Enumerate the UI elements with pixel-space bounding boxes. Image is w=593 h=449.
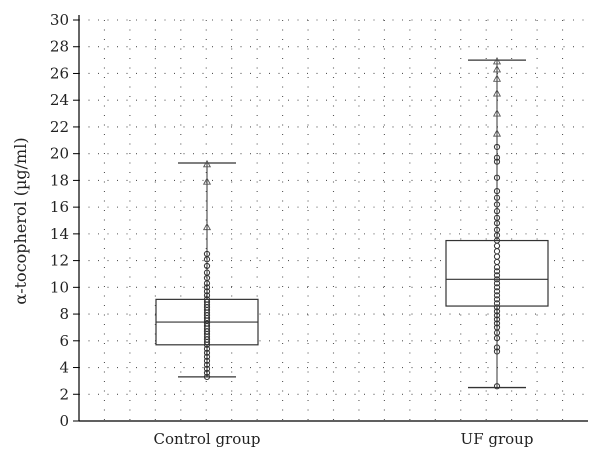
x-category-label: Control group bbox=[153, 430, 260, 448]
data-point bbox=[203, 349, 211, 356]
x-category-label: UF group bbox=[461, 430, 534, 448]
data-point bbox=[493, 268, 501, 275]
data-point bbox=[203, 288, 211, 295]
outlier-point bbox=[202, 222, 212, 231]
data-point bbox=[493, 284, 501, 291]
outlier-point bbox=[492, 65, 502, 73]
data-point bbox=[493, 308, 501, 315]
y-tick-label: 4 bbox=[59, 359, 69, 377]
data-point bbox=[203, 250, 211, 258]
outlier-point bbox=[492, 109, 502, 117]
data-point bbox=[493, 158, 501, 165]
box-iqr bbox=[445, 239, 549, 307]
y-axis-label: α-tocopherol (µg/ml) bbox=[11, 137, 30, 304]
data-point bbox=[203, 296, 211, 303]
data-point bbox=[493, 272, 501, 279]
y-tick-label: 28 bbox=[50, 38, 69, 56]
y-tick-label: 14 bbox=[50, 225, 69, 243]
y-tick-label: 6 bbox=[59, 332, 69, 350]
data-point bbox=[493, 296, 501, 303]
data-point bbox=[493, 226, 501, 233]
y-tick-label: 8 bbox=[59, 305, 69, 323]
data-point bbox=[493, 348, 501, 355]
y-tick-label: 24 bbox=[50, 91, 69, 109]
outlier-point bbox=[492, 89, 502, 97]
data-point bbox=[203, 357, 211, 364]
data-point bbox=[203, 373, 211, 380]
box-layer bbox=[155, 57, 549, 390]
data-point bbox=[493, 292, 501, 299]
data-point bbox=[493, 324, 501, 331]
y-tick-label: 0 bbox=[59, 412, 69, 430]
data-point bbox=[203, 353, 211, 360]
data-point bbox=[203, 365, 211, 372]
y-tick-label: 2 bbox=[59, 385, 69, 403]
y-tick-label: 22 bbox=[50, 118, 69, 136]
data-point bbox=[493, 280, 501, 287]
data-point bbox=[493, 194, 501, 201]
grid-lines bbox=[79, 19, 588, 421]
data-point bbox=[493, 143, 501, 151]
data-point bbox=[203, 369, 211, 376]
data-point bbox=[493, 208, 501, 215]
data-point bbox=[493, 312, 501, 319]
outlier-point bbox=[492, 57, 502, 65]
y-tick-label: 12 bbox=[50, 252, 69, 270]
data-point bbox=[203, 345, 211, 352]
data-point bbox=[203, 361, 211, 368]
data-point bbox=[493, 344, 501, 351]
y-tick-label: 10 bbox=[50, 278, 69, 296]
data-point bbox=[493, 304, 501, 311]
data-point bbox=[493, 276, 501, 283]
data-point bbox=[493, 201, 501, 208]
data-point bbox=[493, 187, 501, 195]
data-point bbox=[203, 262, 211, 270]
data-point bbox=[493, 383, 501, 390]
outlier-point bbox=[202, 159, 212, 168]
data-point bbox=[493, 154, 501, 161]
y-tick-label: 30 bbox=[50, 11, 69, 29]
data-point bbox=[203, 269, 211, 276]
data-point bbox=[203, 292, 211, 299]
y-tick-label: 18 bbox=[50, 171, 69, 189]
data-point bbox=[203, 298, 211, 306]
outlier-point bbox=[492, 129, 502, 137]
outlier-point bbox=[492, 74, 502, 82]
data-point bbox=[493, 320, 501, 327]
data-point bbox=[493, 214, 501, 221]
data-point bbox=[493, 174, 501, 181]
y-tick-label: 20 bbox=[50, 145, 69, 163]
data-point bbox=[493, 300, 501, 307]
y-tick-label: 16 bbox=[50, 198, 69, 216]
data-point bbox=[203, 284, 211, 291]
outlier-point bbox=[202, 177, 212, 185]
data-point bbox=[493, 316, 501, 323]
data-point bbox=[493, 288, 501, 295]
y-tick-label: 26 bbox=[50, 64, 69, 82]
